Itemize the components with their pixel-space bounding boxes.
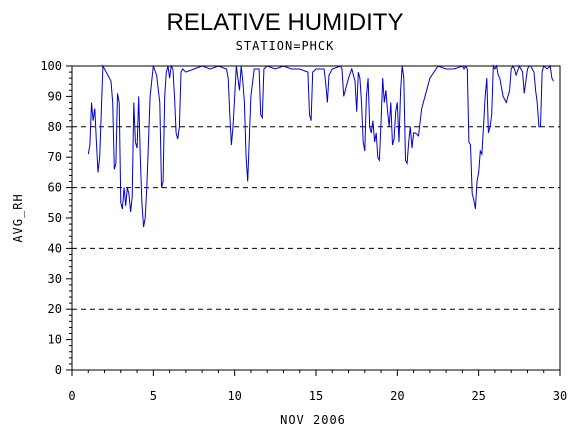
y-axis-label: AVG_RH [11, 193, 25, 242]
y-tick-label: 0 [55, 363, 62, 377]
series-line-0 [87, 64, 554, 228]
y-tick-label: 30 [48, 272, 62, 286]
x-tick-label: 25 [471, 389, 485, 403]
y-tick-label: 90 [48, 89, 62, 103]
y-axis: 0 10 20 30 40 50 60 70 80 90 100 [40, 59, 72, 377]
y-tick-label: 10 [48, 333, 62, 347]
y-tick-label: 60 [48, 181, 62, 195]
x-tick-label: 0 [68, 389, 75, 403]
y-tick-label: 20 [48, 302, 62, 316]
x-tick-label: 30 [553, 389, 567, 403]
y-tick-label: 80 [48, 120, 62, 134]
x-tick-label: 15 [309, 389, 323, 403]
y-tick-label: 40 [48, 241, 62, 255]
x-tick-label: 20 [390, 389, 404, 403]
plot-frame [71, 65, 561, 371]
x-tick-label: 5 [150, 389, 157, 403]
y-tick-label: 70 [48, 150, 62, 164]
data-series [87, 64, 554, 228]
chart-title: RELATIVE HUMIDITY [167, 9, 404, 36]
chart-subtitle: STATION=PHCK [236, 39, 335, 53]
y-tick-label: 50 [48, 211, 62, 225]
x-axis-label: NOV 2006 [280, 413, 346, 427]
x-tick-label: 10 [227, 389, 241, 403]
y-tick-label: 100 [40, 59, 62, 73]
x-axis: 0 5 10 15 20 25 30 [68, 370, 567, 403]
